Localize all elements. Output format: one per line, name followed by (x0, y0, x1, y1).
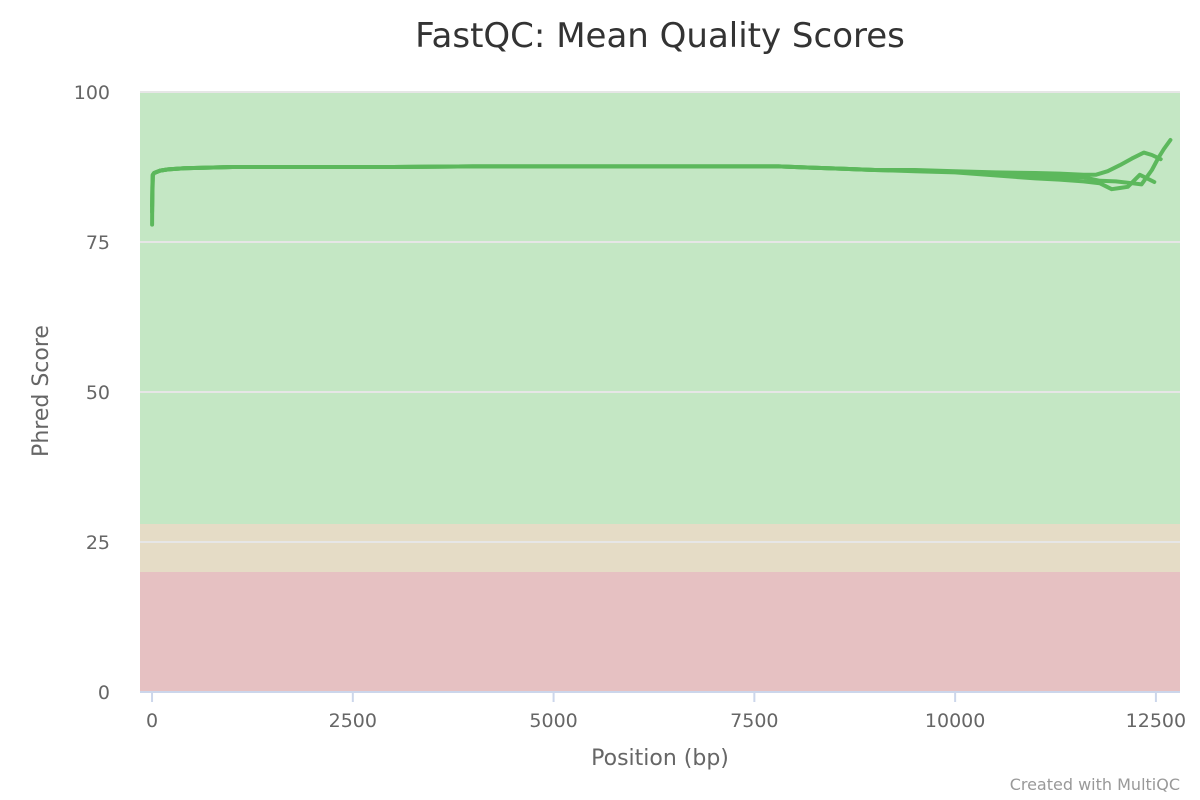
multiqc-credit: Created with MultiQC (1010, 775, 1180, 794)
x-tick-label-12500: 12500 (1126, 710, 1186, 732)
quality-zones (140, 92, 1180, 692)
y-tick-label-0: 0 (98, 682, 110, 704)
y-tick-label-25: 25 (86, 532, 110, 554)
y-axis: 0 25 50 75 100 (74, 82, 110, 704)
x-tick-label-10000: 10000 (925, 710, 985, 732)
x-tick-label-2500: 2500 (329, 710, 377, 732)
gridlines (140, 91, 1180, 543)
y-tick-label-50: 50 (86, 382, 110, 404)
quality-zone-2 (140, 92, 1180, 524)
x-tick-label-5000: 5000 (529, 710, 577, 732)
y-tick-label-100: 100 (74, 82, 110, 104)
x-tick-label-7500: 7500 (730, 710, 778, 732)
quality-zone-0 (140, 572, 1180, 692)
chart-title: FastQC: Mean Quality Scores (415, 16, 905, 56)
y-axis-title: Phred Score (29, 325, 54, 457)
quality-zone-1 (140, 524, 1180, 572)
y-tick-label-75: 75 (86, 232, 110, 254)
series-lines (150, 138, 1173, 227)
series-line-3 (150, 150, 1163, 208)
x-axis: 0 2500 5000 7500 10000 12500 (140, 691, 1186, 732)
x-axis-title: Position (bp) (591, 746, 729, 771)
x-tick-label-0: 0 (146, 710, 158, 732)
